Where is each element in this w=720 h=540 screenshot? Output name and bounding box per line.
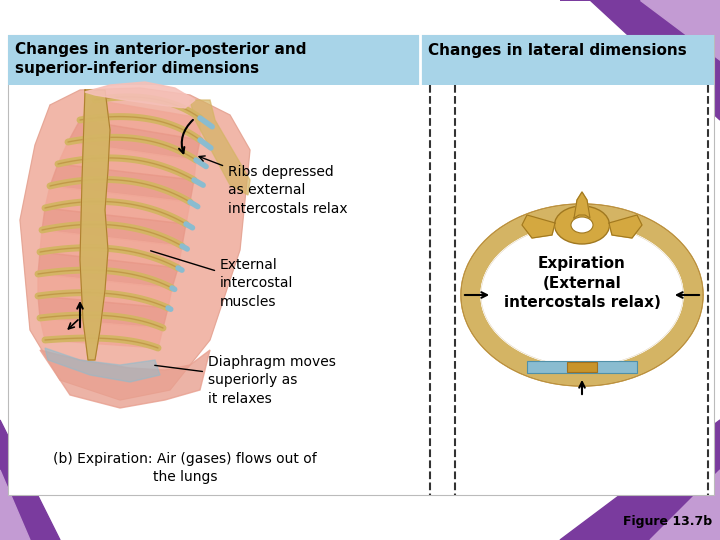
Polygon shape (85, 82, 195, 108)
Polygon shape (42, 208, 186, 246)
Polygon shape (50, 164, 194, 202)
Polygon shape (38, 296, 168, 328)
Polygon shape (640, 0, 720, 60)
Text: External
intercostal
muscles: External intercostal muscles (150, 251, 293, 309)
Bar (8, 35, 714, 495)
Polygon shape (80, 90, 110, 360)
Text: Ribs depressed
as external
intercostals relax: Ribs depressed as external intercostals … (199, 156, 348, 216)
Polygon shape (481, 224, 683, 366)
Polygon shape (40, 350, 210, 408)
Polygon shape (609, 215, 642, 238)
Ellipse shape (571, 217, 593, 233)
Polygon shape (20, 88, 250, 400)
Polygon shape (38, 252, 178, 288)
Polygon shape (40, 230, 182, 268)
Polygon shape (560, 0, 720, 120)
Polygon shape (58, 142, 196, 180)
Polygon shape (650, 470, 720, 540)
Text: Diaphragm moves
superiorly as
it relaxes: Diaphragm moves superiorly as it relaxes (155, 355, 336, 406)
Polygon shape (0, 420, 60, 540)
Polygon shape (461, 204, 703, 386)
Polygon shape (560, 420, 720, 540)
Bar (527, 361, 637, 373)
Text: (b) Expiration: Air (gases) flows out of
the lungs: (b) Expiration: Air (gases) flows out of… (53, 452, 317, 484)
Polygon shape (38, 274, 172, 308)
Text: Changes in anterior-posterior and
superior-inferior dimensions: Changes in anterior-posterior and superi… (15, 42, 307, 76)
Polygon shape (40, 318, 163, 348)
Ellipse shape (461, 204, 703, 386)
Polygon shape (80, 100, 200, 140)
Text: Figure 13.7b: Figure 13.7b (623, 515, 712, 528)
Ellipse shape (554, 206, 610, 244)
Text: Changes in lateral dimensions: Changes in lateral dimensions (428, 43, 687, 57)
Ellipse shape (481, 224, 683, 366)
Polygon shape (0, 470, 30, 540)
Polygon shape (45, 348, 160, 382)
Bar (8, 35, 714, 85)
Polygon shape (45, 186, 190, 224)
Polygon shape (574, 192, 590, 218)
Bar (567, 362, 597, 372)
Polygon shape (68, 120, 200, 160)
Text: Expiration
(External
intercostals relax): Expiration (External intercostals relax) (503, 256, 660, 310)
Polygon shape (522, 215, 555, 238)
Polygon shape (190, 100, 250, 195)
